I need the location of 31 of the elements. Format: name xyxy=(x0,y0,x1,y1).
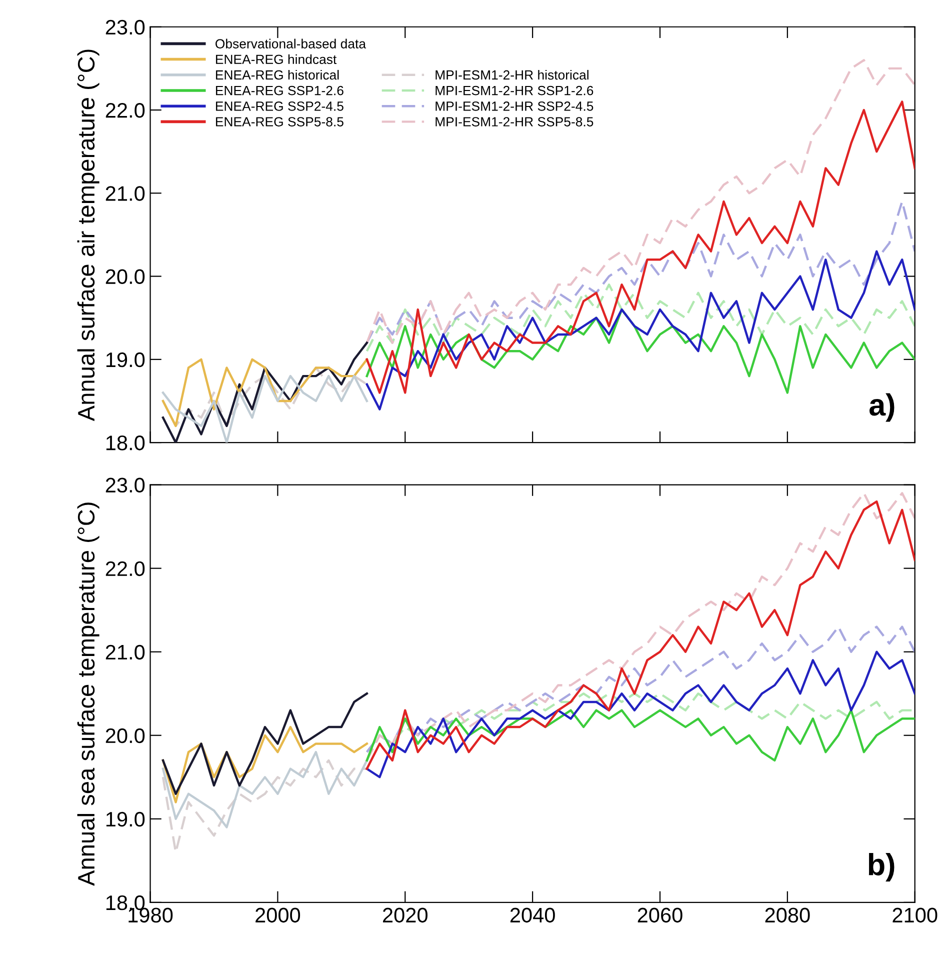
x-tick-label: 2000 xyxy=(256,908,300,923)
x-tick-label: 2020 xyxy=(383,908,428,923)
y-tick-label: 23.0 xyxy=(106,20,145,35)
legend-label: MPI-ESM1-2-HR SSP2-4.5 xyxy=(436,101,594,111)
y-tick-label: 22.0 xyxy=(106,103,145,118)
y-axis-title: Annual surface air temperature (°C) xyxy=(77,50,100,422)
y-tick-label: 20.0 xyxy=(106,728,145,744)
legend-label: ENEA-REG hindcast xyxy=(216,54,337,64)
legend-label: ENEA-REG historical xyxy=(216,70,339,80)
legend-label: MPI-ESM1-2-HR SSP1-2.6 xyxy=(436,86,594,96)
y-tick-label: 21.0 xyxy=(106,186,145,201)
y-tick-label: 19.0 xyxy=(106,812,145,827)
y-tick-label: 18.0 xyxy=(106,436,145,450)
y-tick-label: 22.0 xyxy=(106,561,145,576)
y-tick-label: 20.0 xyxy=(106,269,145,284)
x-tick-label: 2080 xyxy=(765,908,810,923)
x-tick-label: 2060 xyxy=(638,908,682,923)
legend-label: MPI-ESM1-2-HR historical xyxy=(436,70,588,80)
x-tick-label: 2040 xyxy=(510,908,555,923)
annotation: a) xyxy=(869,393,894,422)
y-axis-title: Annual sea surface temperature (°C) xyxy=(77,502,100,886)
legend-label: MPI-ESM1-2-HR SSP5-8.5 xyxy=(436,117,594,126)
x-tick-label: 2100 xyxy=(892,908,938,923)
legend-label: Observational-based data xyxy=(216,38,366,48)
y-tick-label: 19.0 xyxy=(106,352,145,368)
legend-label: ENEA-REG SSP2-4.5 xyxy=(216,101,344,111)
legend-label: ENEA-REG SSP5-8.5 xyxy=(216,117,344,126)
y-tick-label: 21.0 xyxy=(106,644,145,660)
legend-label: ENEA-REG SSP1-2.6 xyxy=(216,86,344,96)
y-tick-label: 23.0 xyxy=(106,478,145,493)
annotation: b) xyxy=(868,853,894,882)
